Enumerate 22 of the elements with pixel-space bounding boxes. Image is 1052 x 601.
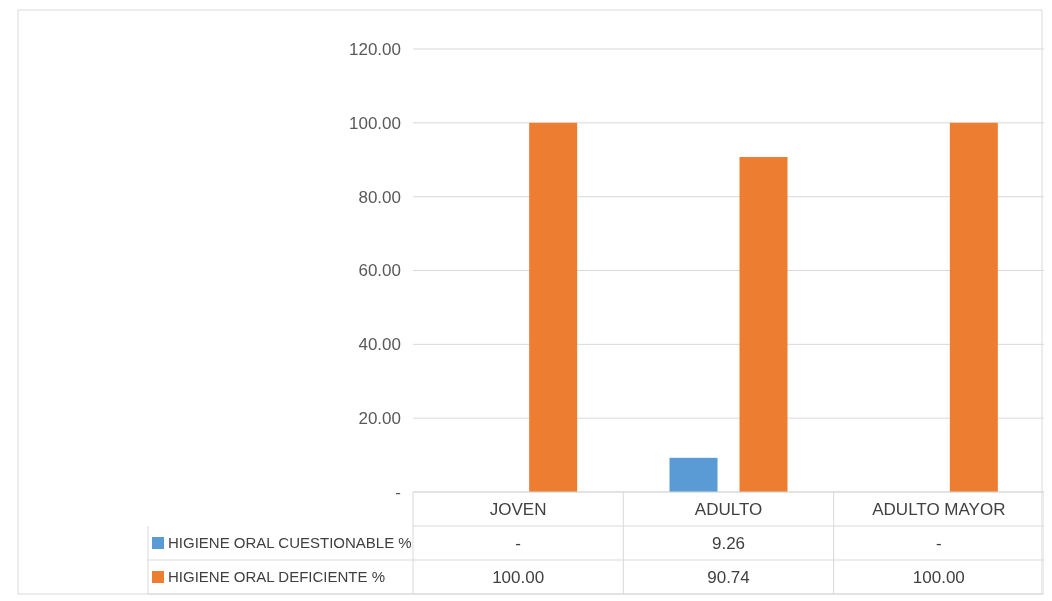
y-tick-label: 100.00 xyxy=(349,113,401,133)
x-tick-label: ADULTO xyxy=(694,499,763,519)
legend-label: HIGIENE ORAL DEFICIENTE % xyxy=(168,568,385,586)
bar xyxy=(529,122,578,492)
bar xyxy=(739,157,788,492)
y-tick-label: - xyxy=(395,482,401,502)
data-label: 100.00 xyxy=(912,567,965,587)
y-tick-label: 80.00 xyxy=(358,187,401,207)
bar xyxy=(669,457,718,492)
x-tick-label: JOVEN xyxy=(489,499,547,519)
y-tick-label: 40.00 xyxy=(358,335,401,355)
data-label: 90.74 xyxy=(707,567,750,587)
data-label: 100.00 xyxy=(492,567,545,587)
y-tick-label: 60.00 xyxy=(358,261,401,281)
y-tick-label: 120.00 xyxy=(349,39,401,59)
bar xyxy=(949,122,998,492)
data-label: - xyxy=(936,533,942,553)
data-label: - xyxy=(515,533,521,553)
data-label: 9.26 xyxy=(711,533,746,553)
legend-label: HIGIENE ORAL CUESTIONABLE % xyxy=(168,534,412,552)
x-tick-label: ADULTO MAYOR xyxy=(872,499,1006,519)
y-tick-label: 20.00 xyxy=(358,409,401,429)
